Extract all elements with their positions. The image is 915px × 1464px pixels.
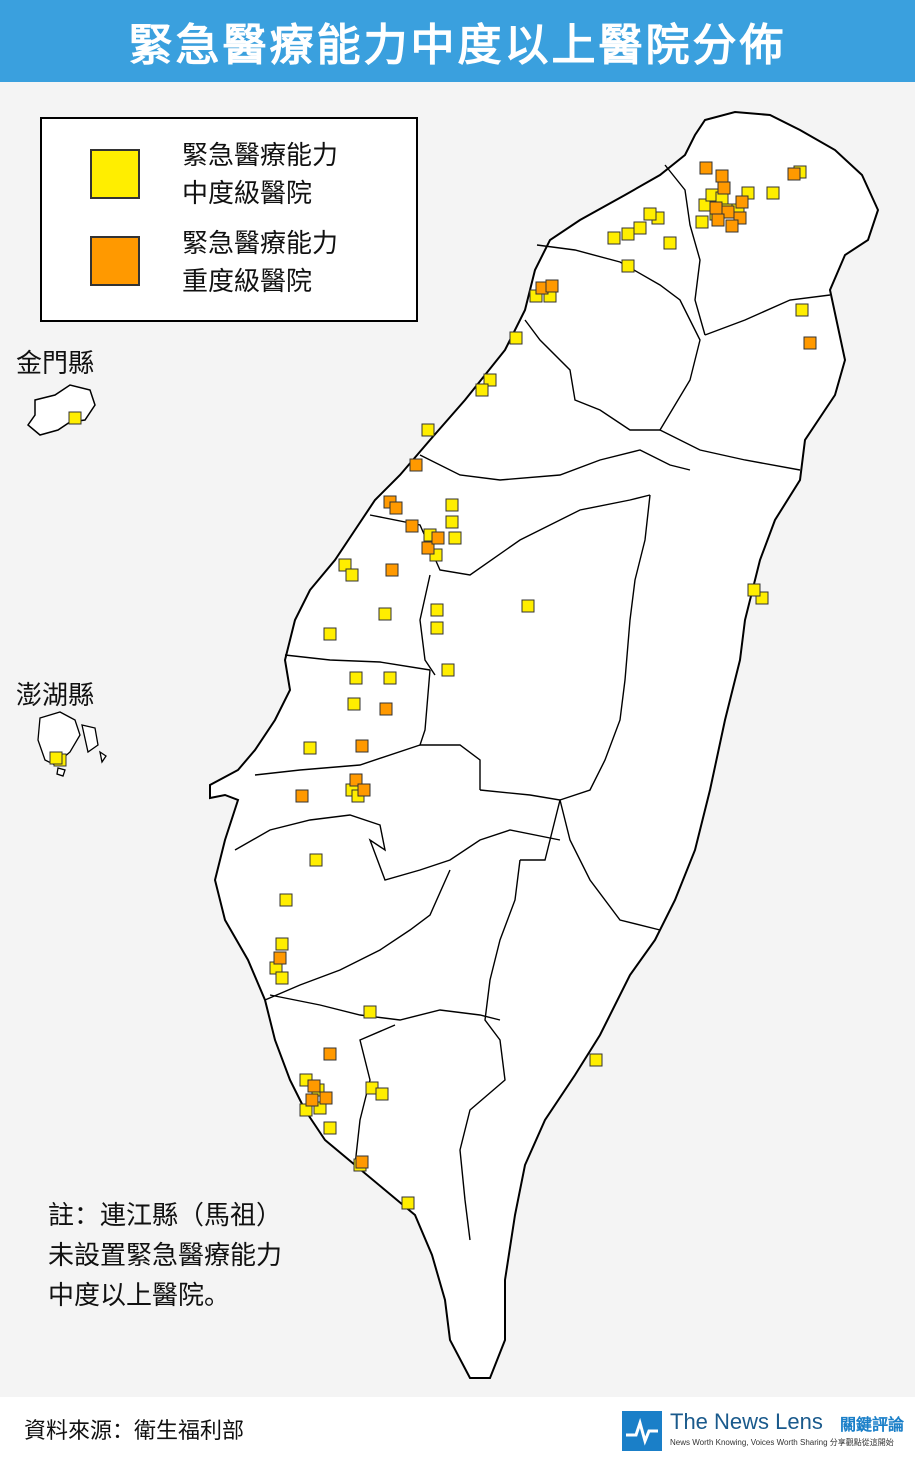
severe-hospital-marker [307, 1079, 321, 1093]
penghu-outline [37, 711, 107, 777]
legend-severe-swatch [90, 236, 140, 286]
moderate-hospital-marker [475, 383, 489, 397]
severe-hospital-marker [725, 219, 739, 233]
severe-hospital-marker [357, 783, 371, 797]
severe-hospital-marker [717, 181, 731, 195]
severe-hospital-marker [273, 951, 287, 965]
severe-hospital-marker [385, 563, 399, 577]
penghu-label: 澎湖縣 [16, 681, 95, 711]
moderate-hospital-marker [347, 697, 361, 711]
severe-hospital-marker [699, 161, 713, 175]
moderate-hospital-marker [445, 515, 459, 529]
kinmen-label: 金門縣 [16, 349, 95, 379]
moderate-hospital-marker [338, 558, 352, 572]
moderate-hospital-marker [795, 303, 809, 317]
legend: 緊急醫療能力 中度級醫院 緊急醫療能力 重度級醫院 [40, 117, 418, 322]
severe-hospital-marker [355, 739, 369, 753]
taiwan-outline [209, 110, 880, 1379]
note: 註：連江縣（馬祖） 未設置緊急醫療能力 中度以上醫院。 [48, 1201, 283, 1311]
severe-hospital-marker [323, 1047, 337, 1061]
moderate-hospital-marker [430, 603, 444, 617]
severe-hospital-marker [409, 458, 423, 472]
moderate-hospital-marker [421, 423, 435, 437]
severe-hospital-marker [715, 169, 729, 183]
moderate-hospital-marker [378, 607, 392, 621]
severe-hospital-marker [421, 541, 435, 555]
moderate-hospital-marker [445, 498, 459, 512]
legend-moderate-swatch [90, 149, 140, 199]
severe-hospital-marker [431, 531, 445, 545]
severe-hospital-marker [545, 279, 559, 293]
moderate-hospital-marker [483, 373, 497, 387]
kinmen-outline [26, 384, 96, 436]
brand-name: The News Lens [670, 1409, 823, 1434]
moderate-hospital-marker [441, 663, 455, 677]
moderate-hospital-marker [621, 227, 635, 241]
brand[interactable]: The News Lens 關鍵評論 News Worth Knowing, V… [622, 1409, 912, 1453]
moderate-hospital-marker [275, 971, 289, 985]
moderate-hospital-marker [303, 741, 317, 755]
moderate-hospital-marker [375, 1087, 389, 1101]
hospital-markers [49, 161, 817, 1210]
moderate-hospital-marker [275, 937, 289, 951]
brand-slogan: News Worth Knowing, Voices Worth Sharing… [670, 1438, 894, 1447]
page-title: 緊急醫療能力中度以上醫院分佈 [128, 20, 787, 71]
moderate-hospital-marker [589, 1053, 603, 1067]
moderate-hospital-marker [349, 671, 363, 685]
moderate-hospital-marker [695, 215, 709, 229]
severe-hospital-marker [709, 201, 723, 215]
footer: 資料來源：衛生福利部 The News Lens 關鍵評論 News Worth… [0, 1397, 915, 1464]
severe-hospital-marker [803, 336, 817, 350]
moderate-hospital-marker [323, 1121, 337, 1135]
legend-moderate-label: 緊急醫療能力 中度級醫院 [182, 141, 339, 209]
severe-hospital-marker [405, 519, 419, 533]
brand-name-zh: 關鍵評論 [840, 1415, 905, 1434]
moderate-hospital-marker [401, 1196, 415, 1210]
moderate-hospital-marker [309, 853, 323, 867]
county-borders [234, 164, 831, 1241]
moderate-hospital-marker [633, 221, 647, 235]
moderate-hospital-marker [643, 207, 657, 221]
moderate-hospital-marker [323, 627, 337, 641]
data-source: 資料來源：衛生福利部 [24, 1419, 245, 1444]
title-bar: 緊急醫療能力中度以上醫院分佈 [0, 0, 915, 82]
severe-hospital-marker [389, 501, 403, 515]
legend-severe-label: 緊急醫療能力 重度級醫院 [182, 229, 339, 297]
severe-hospital-marker [787, 167, 801, 181]
moderate-hospital-marker [621, 259, 635, 273]
severe-hospital-marker [711, 213, 725, 227]
moderate-hospital-marker [766, 186, 780, 200]
severe-hospital-marker [305, 1093, 319, 1107]
severe-hospital-marker [735, 195, 749, 209]
moderate-hospital-marker [448, 531, 462, 545]
moderate-hospital-marker [430, 621, 444, 635]
moderate-hospital-marker [747, 583, 761, 597]
moderate-hospital-marker [363, 1005, 377, 1019]
brand-logo-icon [622, 1411, 662, 1451]
moderate-hospital-marker [68, 411, 82, 425]
severe-hospital-marker [349, 773, 363, 787]
severe-hospital-marker [319, 1091, 333, 1105]
moderate-hospital-marker [607, 231, 621, 245]
severe-hospital-marker [295, 789, 309, 803]
moderate-hospital-marker [383, 671, 397, 685]
moderate-hospital-marker [279, 893, 293, 907]
moderate-hospital-marker [663, 236, 677, 250]
moderate-hospital-marker [509, 331, 523, 345]
moderate-hospital-marker [49, 751, 63, 765]
severe-hospital-marker [355, 1155, 369, 1169]
severe-hospital-marker [379, 702, 393, 716]
moderate-hospital-marker [521, 599, 535, 613]
moderate-hospital-marker [345, 568, 359, 582]
